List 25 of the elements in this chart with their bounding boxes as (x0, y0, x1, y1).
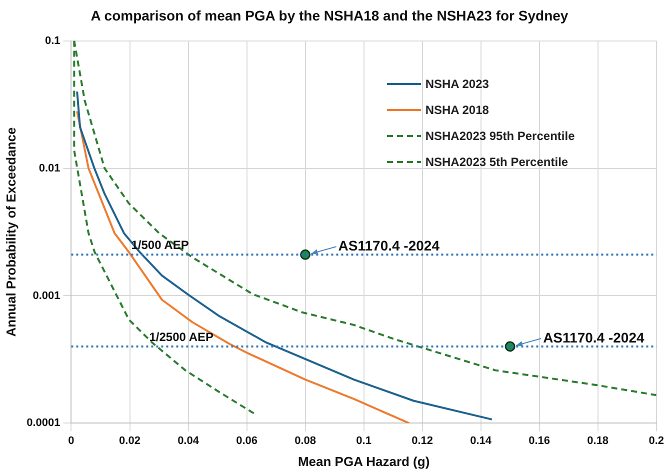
legend-label: NSHA 2018 (425, 102, 489, 117)
ref-line-label: 1/2500 AEP (149, 330, 214, 344)
legend-label: NSHA2023 95th Percentile (425, 128, 575, 143)
x-tick-label: 0.04 (178, 434, 200, 447)
y-tick-label: 0.0001 (26, 417, 60, 430)
chart-title: A comparison of mean PGA by the NSHA18 and the NSHA23 for Sydney (90, 7, 568, 24)
y-tick-label: 0.1 (44, 34, 60, 47)
y-axis-title: Annual Probability of Exceedance (3, 127, 18, 337)
legend-label: NSHA2023 5th Percentile (425, 154, 568, 169)
x-tick-label: 0 (68, 434, 74, 447)
x-axis-title: Mean PGA Hazard (g) (298, 454, 430, 469)
x-tick-label: 0.18 (587, 434, 609, 447)
x-tick-label: 0.2 (648, 434, 664, 447)
annotation: AS1170.4 -2024 (543, 329, 644, 346)
annotation: AS1170.4 -2024 (338, 238, 440, 254)
y-tick-label: 0.001 (32, 290, 60, 302)
x-tick-label: 0.12 (412, 434, 434, 447)
x-tick-label: 0.06 (236, 434, 258, 447)
x-tick-label: 0.08 (294, 434, 316, 447)
y-tick-label: 0.01 (38, 162, 60, 174)
x-tick-label: 0.16 (528, 434, 550, 447)
x-tick-label: 0.1 (356, 434, 372, 447)
x-tick-label: 0.14 (470, 434, 492, 447)
x-tick-label: 0.02 (119, 434, 140, 447)
legend-label: NSHA 2023 (425, 76, 489, 91)
